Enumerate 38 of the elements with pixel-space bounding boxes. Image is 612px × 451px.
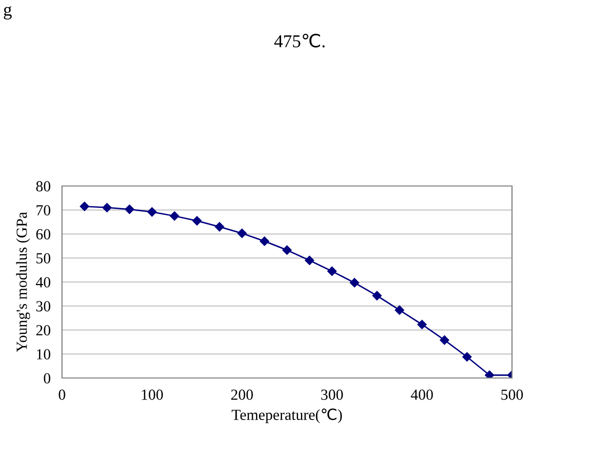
y-tick-label: 30	[36, 301, 50, 312]
x-tick-label: 0	[58, 390, 66, 400]
x-tick-label: 400	[410, 390, 433, 400]
point	[350, 278, 360, 288]
point	[462, 352, 472, 362]
point	[124, 204, 134, 214]
point	[214, 222, 224, 232]
y-tick-label: 50	[36, 253, 50, 264]
y-axis-title: Young's modulus (GPa	[16, 212, 30, 352]
x-tick-label: 500	[501, 390, 523, 400]
y-tick-label: 20	[36, 325, 50, 336]
y-tick-label: 80	[36, 181, 50, 192]
point	[237, 228, 247, 238]
point	[102, 202, 112, 212]
y-tick-label: 70	[36, 205, 50, 216]
point	[327, 266, 337, 276]
text: g	[4, 6, 12, 20]
point	[304, 256, 314, 266]
point	[440, 335, 450, 345]
y-tick-label: 40	[36, 277, 50, 288]
point	[80, 202, 90, 212]
point	[417, 320, 427, 330]
point	[484, 370, 494, 378]
point	[394, 305, 404, 315]
point	[192, 216, 202, 226]
y-tick-label: 10	[36, 349, 50, 360]
x-tick-label: 100	[142, 390, 163, 400]
text: 475℃.	[274, 34, 325, 48]
point	[282, 245, 292, 255]
point	[260, 236, 270, 246]
y-tick-label: 60	[36, 229, 50, 240]
y-tick-label: 0	[44, 373, 50, 384]
point	[372, 291, 382, 300]
point	[170, 211, 180, 221]
point	[147, 207, 157, 217]
x-axis-title: Temeperature(℃)	[232, 408, 342, 424]
x-tick-label: 300	[321, 390, 343, 400]
x-tick-label: 200	[231, 390, 253, 400]
